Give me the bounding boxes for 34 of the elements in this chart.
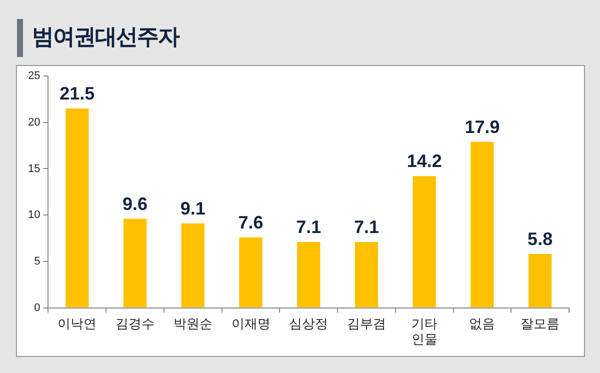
bar <box>354 242 378 308</box>
y-tick-label: 5 <box>34 255 40 268</box>
x-tick-label: 기타 인물 <box>411 316 438 348</box>
chart-title: 범여권대선주자 <box>32 24 179 52</box>
bar <box>66 108 89 308</box>
y-tick-label: 20 <box>28 116 40 128</box>
data-label: 7.6 <box>238 212 264 232</box>
y-tick-label: 10 <box>28 209 40 222</box>
bar <box>297 242 320 308</box>
bar <box>239 237 262 308</box>
x-tick-label: 김경수 <box>116 316 155 332</box>
bar <box>123 218 147 308</box>
data-label: 7.1 <box>354 216 379 237</box>
bar <box>470 142 494 308</box>
bar <box>181 223 204 308</box>
data-label: 17.9 <box>464 116 500 137</box>
x-tick-label: 없음 <box>469 316 496 332</box>
data-label: 7.1 <box>296 216 322 237</box>
x-tick-label: 이재명 <box>231 316 270 332</box>
data-label: 9.6 <box>122 194 148 214</box>
data-label: 5.8 <box>528 228 553 249</box>
y-tick-label: 25 <box>28 70 40 82</box>
x-tick-label: 잘모름 <box>520 316 560 332</box>
data-label: 9.1 <box>180 198 206 218</box>
x-tick-label: 이낙연 <box>58 316 97 332</box>
bar <box>412 176 436 308</box>
data-label: 21.5 <box>60 83 95 104</box>
x-tick-label: 김부겸 <box>346 316 386 332</box>
x-tick-label: 박원순 <box>173 316 212 332</box>
data-label: 14.2 <box>406 151 442 172</box>
y-tick-label: 15 <box>28 162 40 175</box>
y-tick-label: 0 <box>34 302 40 314</box>
bar <box>528 254 552 308</box>
x-tick-label: 심상정 <box>289 316 328 332</box>
